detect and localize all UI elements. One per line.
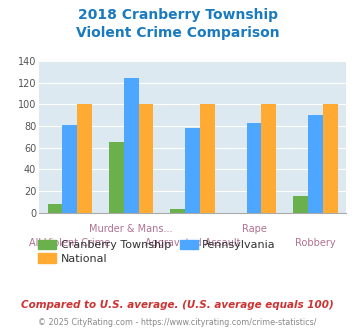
Bar xyxy=(323,104,338,213)
Legend: Cranberry Township, National, Pennsylvania: Cranberry Township, National, Pennsylvan… xyxy=(34,235,280,268)
Text: Murder & Mans...: Murder & Mans... xyxy=(89,224,173,234)
Bar xyxy=(48,204,62,213)
Bar xyxy=(200,104,215,213)
Bar xyxy=(77,104,92,213)
Bar xyxy=(308,115,323,213)
Text: Compared to U.S. average. (U.S. average equals 100): Compared to U.S. average. (U.S. average … xyxy=(21,300,334,310)
Text: All Violent Crime: All Violent Crime xyxy=(29,238,110,248)
Bar xyxy=(109,142,124,213)
Bar xyxy=(138,104,153,213)
Text: 2018 Cranberry Township
Violent Crime Comparison: 2018 Cranberry Township Violent Crime Co… xyxy=(76,8,279,40)
Bar xyxy=(293,195,308,213)
Text: © 2025 CityRating.com - https://www.cityrating.com/crime-statistics/: © 2025 CityRating.com - https://www.city… xyxy=(38,318,317,327)
Bar xyxy=(261,104,276,213)
Bar xyxy=(185,128,200,213)
Text: Rape: Rape xyxy=(241,224,267,234)
Bar xyxy=(170,209,185,213)
Text: Robbery: Robbery xyxy=(295,238,336,248)
Bar xyxy=(247,123,261,213)
Bar xyxy=(124,79,138,213)
Text: Aggravated Assault: Aggravated Assault xyxy=(145,238,240,248)
Bar xyxy=(62,125,77,213)
